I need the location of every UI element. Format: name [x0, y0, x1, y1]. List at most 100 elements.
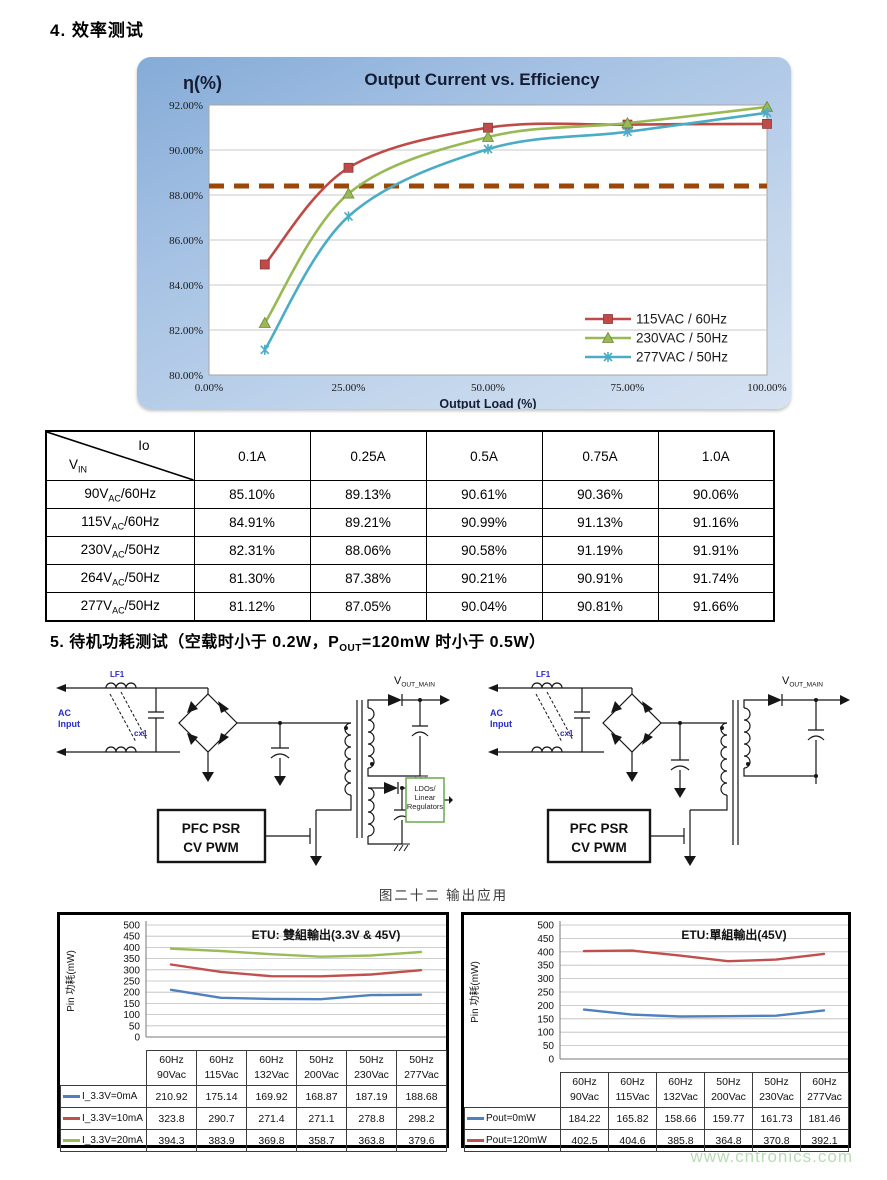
ldo-label-line2: Linear	[415, 793, 436, 802]
table-row: 277VAC/50Hz 81.12% 87.05% 90.04% 90.81% 91.66…	[45, 592, 775, 622]
x-tick-label: 25.00%	[332, 382, 366, 394]
y-tick-label: 92.00%	[169, 100, 203, 112]
ground-symbol	[626, 772, 638, 782]
efficiency-value: 90.21%	[425, 564, 543, 593]
ac-line2-arrow	[488, 748, 498, 756]
chart-title: ETU:單組輸出(45V)	[681, 927, 786, 942]
pwm-label-line2: CV PWM	[183, 840, 239, 855]
efficiency-value: 89.13%	[309, 480, 427, 509]
pin-power-value: 165.82	[608, 1107, 657, 1130]
y-axis-title: η(%)	[183, 73, 222, 93]
table-row: 230VAC/50Hz 82.31% 88.06% 90.58% 91.19% 91.91…	[45, 536, 775, 565]
y-tick-label: 500	[537, 921, 554, 932]
category-header: 60Hz 90Vac	[560, 1072, 609, 1108]
row-label: 115VAC/60Hz	[45, 508, 195, 537]
y-tick-label: 450	[123, 932, 140, 943]
x-tick-label: 0.00%	[195, 382, 223, 394]
efficiency-value: 90.99%	[425, 508, 543, 537]
pin-power-value: 298.2	[396, 1107, 447, 1130]
category-header: 50Hz 200Vac	[296, 1050, 347, 1086]
x-tick-label: 75.00%	[611, 382, 645, 394]
ac-line1-arrow	[56, 684, 66, 692]
figure-caption: 图二十二 输出应用	[378, 888, 509, 903]
category-header: 60Hz 132Vac	[246, 1050, 297, 1086]
y-tick-label: 50	[543, 1041, 555, 1052]
corner-vin-label: VIN	[69, 457, 88, 475]
pin-power-value: 364.8	[704, 1129, 753, 1152]
row-label: 230VAC/50Hz	[45, 536, 195, 565]
square-marker	[762, 119, 772, 129]
y-tick-label: 0	[134, 1033, 140, 1044]
series-line	[582, 1008, 826, 1018]
star-marker	[483, 144, 493, 155]
chart-title: ETU: 雙組輸出(3.3V & 45V)	[252, 927, 401, 942]
y-tick-label: 200	[537, 1001, 554, 1012]
series-row: Pout=0mW 184.22 165.82 158.66 159.77 161.73 18…	[464, 1107, 849, 1130]
category-header: 50Hz 230Vac	[752, 1072, 801, 1108]
series-line	[169, 963, 423, 978]
y-tick-label: 82.00%	[169, 325, 203, 337]
y-axis-title: Pin 功耗(mW)	[469, 961, 481, 1023]
x-tick-label: 50.00%	[471, 382, 505, 394]
efficiency-value: 85.10%	[193, 480, 311, 509]
y-tick-label: 350	[537, 961, 554, 972]
output-diode	[384, 782, 398, 794]
efficiency-value: 81.30%	[193, 564, 311, 593]
ldo-out-arrow	[449, 796, 453, 804]
star-marker	[603, 352, 613, 362]
cx1-label: cx1	[134, 729, 148, 738]
triangle-marker	[258, 316, 271, 328]
y-tick-label: 0	[548, 1055, 554, 1066]
series-legend-cell: I_3.3V=0mA	[60, 1085, 147, 1108]
efficiency-value: 87.38%	[309, 564, 427, 593]
series-row: I_3.3V=20mA 394.3 383.9 369.8 358.7 363.8 379.…	[60, 1129, 447, 1152]
y-tick-label: 86.00%	[169, 235, 203, 247]
pin-power-value: 379.6	[396, 1129, 447, 1152]
legend: 115VAC / 60Hz 230VAC / 50Hz 277VAC / 50Hz	[585, 312, 728, 365]
efficiency-value: 90.36%	[541, 480, 659, 509]
row-label: 264VAC/50Hz	[45, 564, 195, 593]
series-line	[582, 949, 826, 963]
series-color-swatch	[63, 1094, 80, 1098]
category-header: 50Hz 230Vac	[346, 1050, 397, 1086]
pin-power-value: 323.8	[146, 1107, 197, 1130]
diagonal-divider	[47, 432, 194, 480]
pin-power-value: 402.5	[560, 1129, 609, 1152]
vout-main-label: VOUT_MAIN	[394, 675, 435, 689]
efficiency-value: 91.16%	[657, 508, 775, 537]
legend-label: 115VAC / 60Hz	[636, 312, 727, 327]
pin-power-value: 394.3	[146, 1129, 197, 1152]
x-tick-label: 100.00%	[747, 382, 786, 394]
y-tick-label: 300	[537, 974, 554, 985]
efficiency-value: 90.81%	[541, 592, 659, 622]
series-color-swatch	[63, 1138, 80, 1142]
pwm-controller-box	[156, 808, 267, 864]
etu-single-output-panel: 0 50 100 150 200 250 300 350 400 450 500 Pin 功耗(mW)…	[461, 912, 851, 1152]
current-column-header: 0.1A	[193, 430, 311, 481]
corner-io-label: Io	[138, 438, 150, 453]
standby-schematic-single-output: AC Input LF1 cx1 PFC PSR CV PWM VOUT_MAI…	[488, 670, 850, 866]
pin-power-value: 159.77	[704, 1107, 753, 1130]
y-tick-label: 100	[123, 1010, 140, 1021]
series-row: I_3.3V=10mA 323.8 290.7 271.4 271.1 278.8 298.…	[60, 1107, 447, 1130]
pin-power-value: 369.8	[246, 1129, 297, 1152]
series-color-swatch	[63, 1116, 80, 1120]
y-tick-label: 300	[123, 965, 140, 976]
ldo-label-line3: Regulators	[407, 802, 444, 811]
vout-arrow	[440, 695, 450, 705]
square-marker	[259, 259, 270, 270]
etu-dual-output-panel: 0 50 100 150 200 250 300 350 400 450 500 Pin 功耗(mW)…	[57, 912, 449, 1152]
series-row: I_3.3V=0mA 210.92 175.14 169.92 168.87 187.19…	[60, 1085, 447, 1108]
section-5-heading: 5. 待机功耗测试（空载时小于 0.2W，POUT=120mW 时小于 0.5W…	[50, 628, 545, 654]
section-5-sub: OUT	[339, 643, 362, 655]
y-tick-label: 450	[537, 934, 554, 945]
series-color-swatch	[467, 1138, 484, 1142]
y-tick-label: 350	[123, 954, 140, 965]
series-legend-cell: I_3.3V=10mA	[60, 1107, 147, 1130]
gridlines	[560, 924, 848, 1047]
current-column-header: 0.25A	[309, 430, 427, 481]
y-tick-label: 84.00%	[169, 280, 203, 292]
y-tick-label: 100	[537, 1028, 554, 1039]
